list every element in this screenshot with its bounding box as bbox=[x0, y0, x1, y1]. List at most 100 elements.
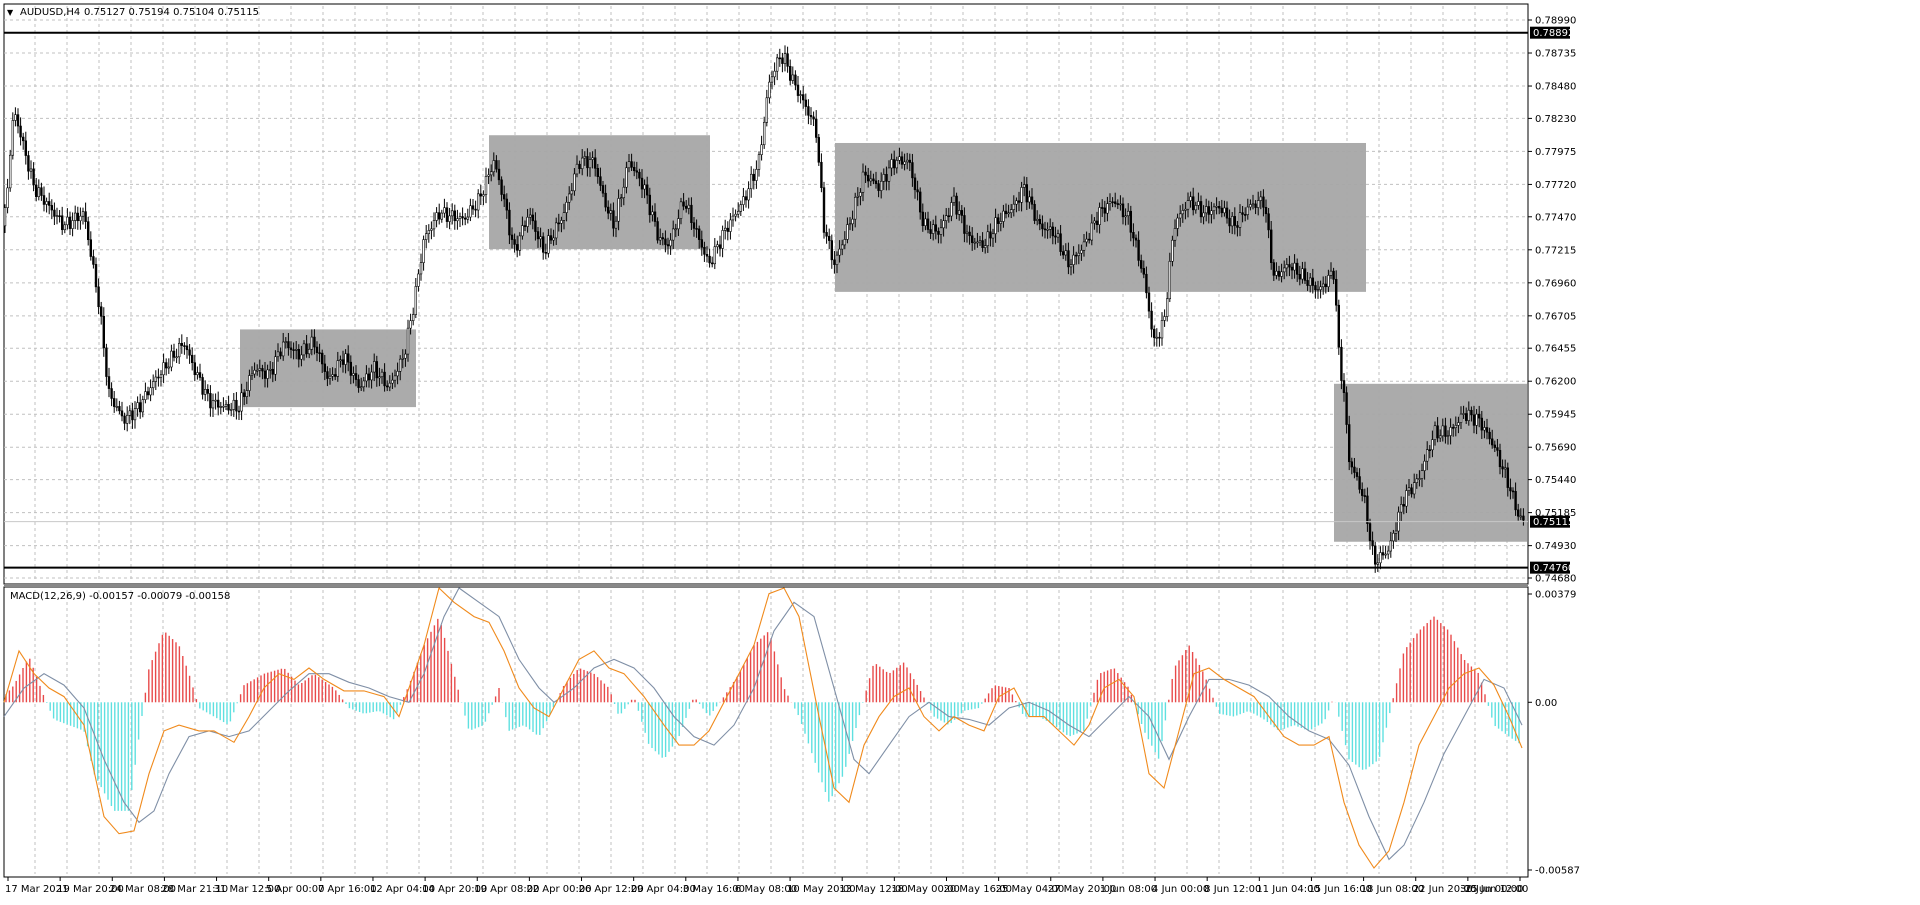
candle-body bbox=[593, 157, 597, 169]
candle-body bbox=[258, 368, 261, 371]
candle-body bbox=[162, 362, 165, 376]
candle-body bbox=[773, 70, 776, 78]
candle-body bbox=[1303, 268, 1307, 281]
candle-body bbox=[705, 254, 709, 257]
candle-body bbox=[1452, 427, 1455, 429]
candle-body bbox=[955, 195, 958, 215]
candle-body bbox=[1080, 249, 1083, 254]
candle-body bbox=[820, 161, 823, 188]
candle-body bbox=[939, 227, 943, 235]
candle-body bbox=[105, 347, 108, 377]
candle-body bbox=[1262, 196, 1265, 208]
candle-body bbox=[139, 402, 142, 413]
candle-body bbox=[1522, 515, 1525, 521]
candle-body bbox=[812, 116, 815, 120]
candle-body bbox=[1431, 439, 1434, 451]
price-tick-label: 0.77215 bbox=[1535, 245, 1576, 256]
candle-body bbox=[1363, 495, 1367, 497]
time-tick-label: 3 May 16:00 bbox=[683, 884, 745, 895]
candle-body bbox=[1467, 409, 1471, 421]
candle-body bbox=[479, 193, 482, 197]
candle-body bbox=[149, 387, 152, 396]
candle-body bbox=[66, 216, 69, 226]
candle-body bbox=[1306, 280, 1309, 286]
candle-body bbox=[1478, 413, 1481, 419]
candle-body bbox=[1134, 237, 1138, 241]
candle-body bbox=[307, 348, 311, 355]
candle-body bbox=[1025, 184, 1029, 203]
candle-body bbox=[193, 362, 196, 376]
candle-body bbox=[1067, 250, 1070, 268]
candle-body bbox=[1236, 225, 1239, 228]
candle-body bbox=[843, 239, 847, 246]
candle-body bbox=[547, 235, 550, 254]
candle-body bbox=[1449, 427, 1452, 436]
candle-body bbox=[1283, 267, 1286, 273]
candle-body bbox=[612, 210, 615, 229]
candle-body bbox=[1163, 316, 1166, 321]
candle-body bbox=[157, 376, 160, 379]
candle-body bbox=[856, 195, 860, 198]
candle-body bbox=[973, 241, 977, 244]
candle-body bbox=[1496, 447, 1499, 451]
candle-body bbox=[1316, 289, 1320, 291]
candle-body bbox=[370, 371, 373, 381]
macd-lines bbox=[3, 586, 1523, 869]
candle-body bbox=[1119, 203, 1122, 206]
candle-body bbox=[313, 336, 316, 348]
candle-body bbox=[924, 218, 927, 227]
candle-body bbox=[1517, 509, 1520, 517]
candle-body bbox=[1280, 271, 1283, 277]
candle-body bbox=[1160, 320, 1164, 339]
candle-body bbox=[94, 264, 98, 288]
candle-body bbox=[508, 209, 511, 236]
candle-body bbox=[497, 168, 501, 181]
candle-body bbox=[172, 350, 176, 358]
candle-body bbox=[266, 369, 269, 379]
candle-body bbox=[1103, 207, 1107, 214]
candle-body bbox=[1038, 218, 1042, 225]
candle-body bbox=[627, 161, 631, 169]
candle-body bbox=[146, 391, 150, 396]
candle-body bbox=[1472, 414, 1476, 426]
candle-body bbox=[1054, 235, 1057, 238]
price-tick-label: 0.76960 bbox=[1535, 278, 1576, 289]
candle-body bbox=[1314, 285, 1317, 291]
price-tick-label: 0.74680 bbox=[1535, 574, 1576, 585]
candle-body bbox=[515, 244, 519, 251]
candle-body bbox=[1285, 264, 1289, 269]
candle-body bbox=[432, 220, 436, 230]
candle-body bbox=[32, 168, 35, 186]
candle-body bbox=[224, 404, 228, 407]
candle-body bbox=[406, 327, 410, 355]
candle-body bbox=[635, 170, 639, 173]
candle-body bbox=[851, 218, 854, 225]
candle-body bbox=[926, 218, 930, 230]
price-tick-label: 0.78480 bbox=[1535, 82, 1576, 93]
candle-body bbox=[814, 118, 818, 138]
candle-body bbox=[1132, 232, 1135, 239]
candle-body bbox=[913, 177, 917, 191]
candle-body bbox=[731, 215, 735, 221]
candle-body bbox=[638, 171, 641, 179]
candle-body bbox=[1012, 203, 1016, 210]
candle-body bbox=[1108, 201, 1112, 204]
candle-body bbox=[1439, 435, 1442, 439]
candle-body bbox=[42, 195, 46, 205]
candle-body bbox=[1519, 515, 1523, 518]
candle-body bbox=[539, 236, 542, 240]
candle-body bbox=[1181, 210, 1185, 215]
candle-body bbox=[180, 343, 183, 346]
candle-body bbox=[622, 186, 626, 199]
candle-body bbox=[1225, 207, 1229, 219]
candle-body bbox=[513, 239, 516, 245]
candle-body bbox=[1155, 336, 1159, 339]
candle-body bbox=[469, 205, 472, 218]
candle-body bbox=[690, 204, 693, 223]
candle-body bbox=[456, 218, 459, 222]
candle-body bbox=[1366, 495, 1369, 524]
candle-body bbox=[809, 114, 813, 118]
candle-body bbox=[549, 235, 553, 241]
chart-menu-icon[interactable]: ▼ bbox=[7, 8, 14, 17]
candle-body bbox=[588, 159, 592, 169]
